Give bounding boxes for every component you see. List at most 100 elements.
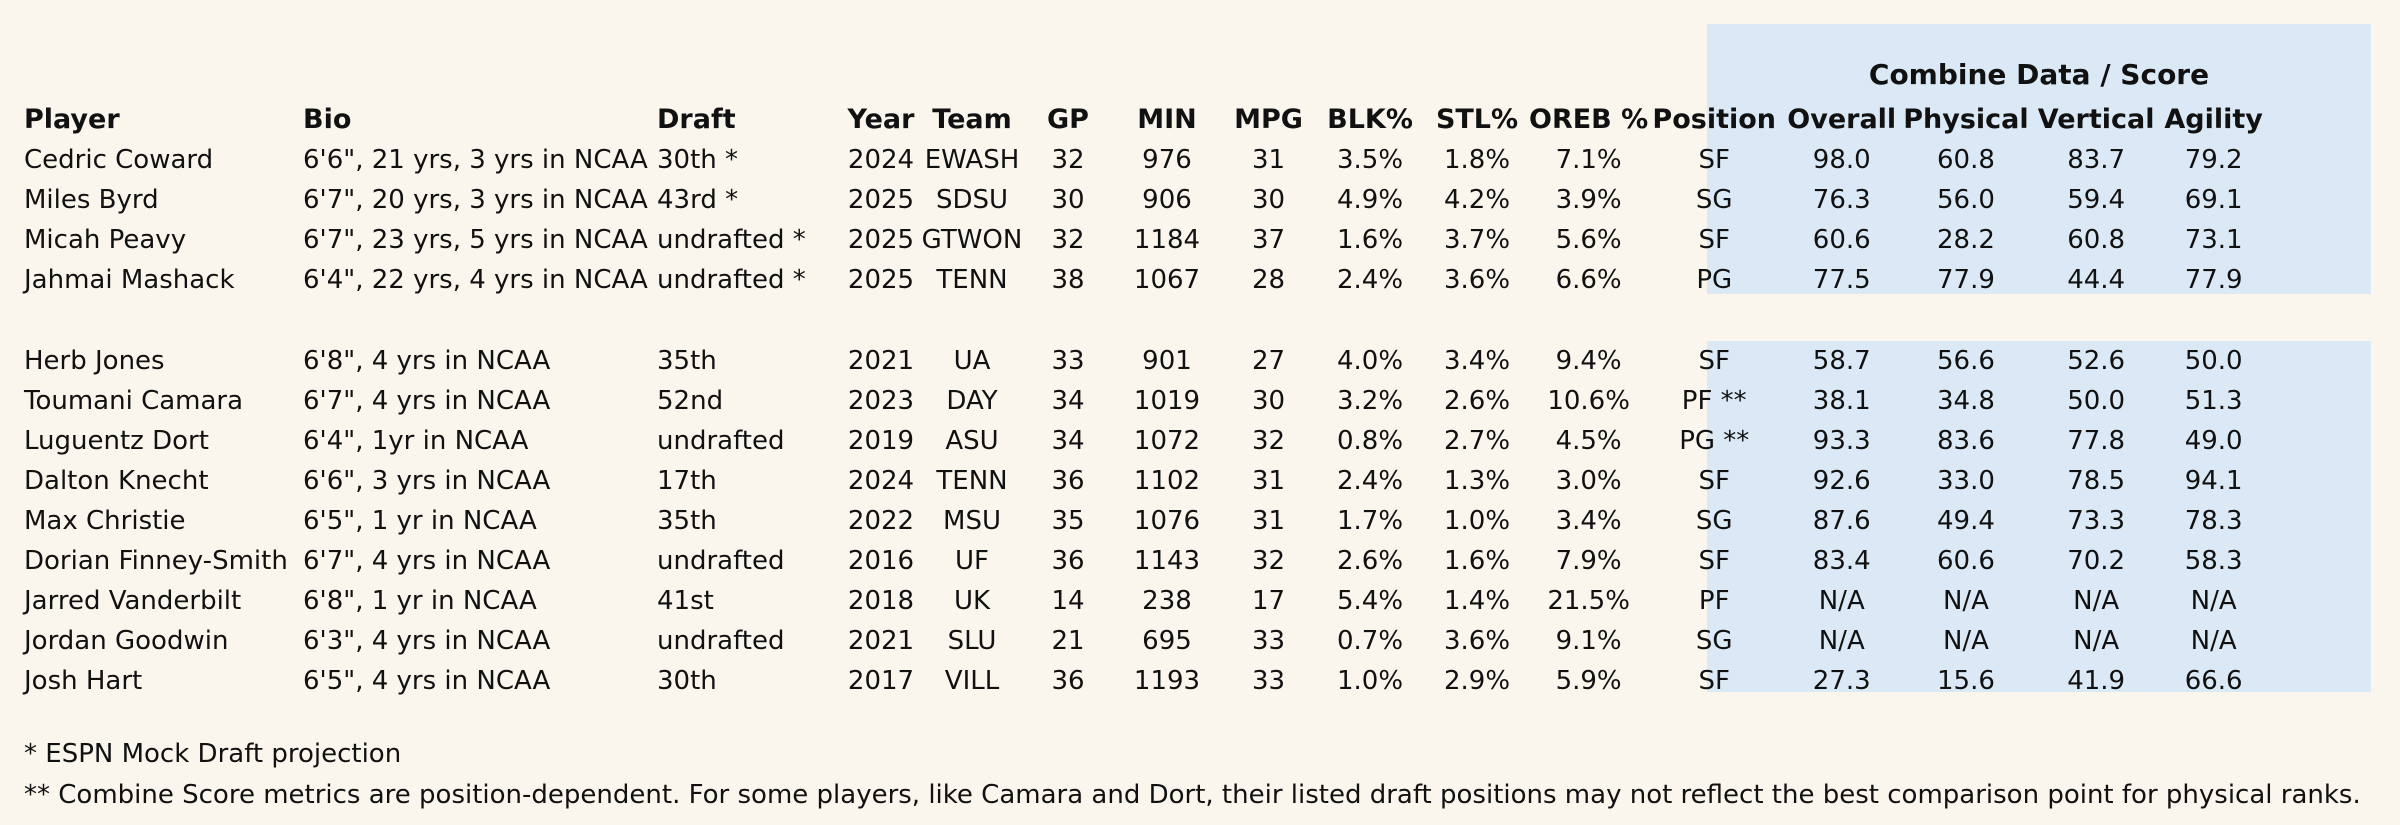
cell-position: SF (1698, 225, 1730, 255)
cell-agility: N/A (2190, 586, 2237, 616)
cell-player: Cedric Coward (24, 145, 214, 175)
cell-gp: 33 (1051, 346, 1085, 376)
cell-gp: 32 (1051, 225, 1085, 255)
cell-min: 976 (1142, 145, 1192, 175)
cell-draft: 30th (657, 666, 717, 696)
cell-agility: 73.1 (2184, 225, 2243, 255)
table-row: Josh Hart 6'5", 4 yrs in NCAA 30th 2017 VILL… (24, 661, 2264, 701)
cell-player: Dorian Finney-Smith (24, 546, 288, 576)
cell-position: SF (1698, 466, 1730, 496)
cell-bio: 6'7", 23 yrs, 5 yrs in NCAA (303, 225, 648, 255)
cell-bio: 6'7", 4 yrs in NCAA (303, 546, 551, 576)
cell-physical: 60.6 (1937, 546, 1995, 576)
cell-team: TENN (936, 466, 1008, 496)
table-row: Herb Jones 6'8", 4 yrs in NCAA 35th 2021 UA 3… (24, 341, 2264, 381)
cell-draft: 35th (657, 506, 717, 536)
cell-agility: N/A (2190, 626, 2237, 656)
cell-gp: 14 (1051, 586, 1085, 616)
cell-gp: 38 (1051, 265, 1085, 295)
cell-position: SF (1698, 546, 1730, 576)
cell-bio: 6'7", 20 yrs, 3 yrs in NCAA (303, 185, 648, 215)
col-header-position: Position (1652, 104, 1777, 135)
cell-blk: 1.6% (1336, 225, 1404, 255)
cell-oreb: 7.9% (1555, 546, 1622, 576)
cell-gp: 35 (1051, 506, 1085, 536)
cell-physical: 49.4 (1937, 506, 1995, 536)
cell-blk: 2.4% (1336, 466, 1404, 496)
table-row: Cedric Coward 6'6", 21 yrs, 3 yrs in NCAA… (24, 140, 2264, 180)
table-row: Toumani Camara 6'7", 4 yrs in NCAA 52nd 202… (24, 381, 2264, 421)
cell-mpg: 33 (1251, 626, 1286, 656)
cell-player: Luguentz Dort (24, 426, 209, 456)
cell-vertical: 59.4 (2067, 185, 2126, 215)
cell-year: 2025 (847, 185, 915, 215)
cell-mpg: 30 (1251, 386, 1286, 416)
cell-blk: 1.7% (1336, 506, 1404, 536)
cell-min: 1184 (1133, 225, 1201, 255)
cell-draft: 52nd (657, 386, 724, 416)
cell-mpg: 30 (1251, 185, 1286, 215)
cell-agility: 58.3 (2184, 546, 2243, 576)
cell-min: 1193 (1133, 666, 1201, 696)
cell-physical: N/A (1942, 626, 1989, 656)
cell-draft: 30th * (657, 145, 739, 175)
cell-min: 906 (1142, 185, 1192, 215)
table-row: Max Christie 6'5", 1 yr in NCAA 35th 2022 MS… (24, 501, 2264, 541)
cell-stl: 1.0% (1443, 506, 1511, 536)
cell-gp: 30 (1051, 185, 1085, 215)
cell-stl: 4.2% (1443, 185, 1511, 215)
cell-team: ASU (945, 426, 999, 456)
cell-physical: 15.6 (1937, 666, 1995, 696)
cell-position: SG (1695, 506, 1733, 536)
cell-stl: 2.9% (1443, 666, 1511, 696)
cell-vertical: 41.9 (2067, 666, 2126, 696)
cell-gp: 21 (1051, 626, 1085, 656)
cell-year: 2024 (847, 145, 915, 175)
cell-physical: 34.8 (1937, 386, 1995, 416)
cell-agility: 49.0 (2184, 426, 2243, 456)
cell-team: GTWON (921, 225, 1023, 255)
cell-bio: 6'6", 21 yrs, 3 yrs in NCAA (303, 145, 648, 175)
cell-player: Josh Hart (24, 666, 143, 696)
footnote-double-star: ** Combine Score metrics are position-de… (24, 780, 2361, 810)
cell-overall: 92.6 (1812, 466, 1871, 496)
cell-vertical: 78.5 (2067, 466, 2126, 496)
cell-bio: 6'3", 4 yrs in NCAA (303, 626, 551, 656)
col-header-bio: Bio (303, 104, 352, 135)
table-row: Miles Byrd 6'7", 20 yrs, 3 yrs in NCAA 43r… (24, 180, 2264, 220)
cell-draft: undrafted * (657, 225, 806, 255)
cell-bio: 6'5", 1 yr in NCAA (303, 506, 537, 536)
cell-position: PG (1696, 265, 1733, 295)
col-header-blk: BLK% (1327, 104, 1413, 135)
col-header-stl: STL% (1435, 104, 1519, 135)
cell-vertical: 52.6 (2067, 346, 2126, 376)
col-header-year: Year (847, 104, 915, 135)
cell-oreb: 6.6% (1555, 265, 1622, 295)
cell-player: Dalton Knecht (24, 466, 209, 496)
col-header-physical: Physical (1903, 104, 2029, 135)
cell-team: UK (953, 586, 991, 616)
cell-vertical: N/A (2073, 586, 2120, 616)
cell-agility: 77.9 (2184, 265, 2243, 295)
cell-position: SF (1698, 346, 1730, 376)
footnote-single-star: * ESPN Mock Draft projection (24, 739, 402, 769)
col-header-player: Player (24, 104, 120, 135)
cell-mpg: 32 (1251, 426, 1286, 456)
cell-mpg: 33 (1251, 666, 1286, 696)
cell-mpg: 31 (1251, 145, 1286, 175)
combine-header: Combine Data / Score (1868, 58, 2210, 91)
cell-position: SG (1695, 626, 1733, 656)
cell-stl: 2.7% (1443, 426, 1511, 456)
cell-min: 695 (1142, 626, 1192, 656)
cell-physical: 56.6 (1937, 346, 1995, 376)
cell-team: SLU (947, 626, 997, 656)
combine-panel-bottom (1707, 341, 2371, 692)
cell-team: DAY (946, 386, 998, 416)
cell-draft: undrafted (657, 426, 785, 456)
cell-position: SG (1695, 185, 1733, 215)
cell-year: 2023 (847, 386, 915, 416)
cell-min: 1143 (1133, 546, 1201, 576)
cell-blk: 0.8% (1336, 426, 1404, 456)
cell-mpg: 31 (1251, 466, 1286, 496)
cell-position: PF ** (1681, 386, 1747, 416)
